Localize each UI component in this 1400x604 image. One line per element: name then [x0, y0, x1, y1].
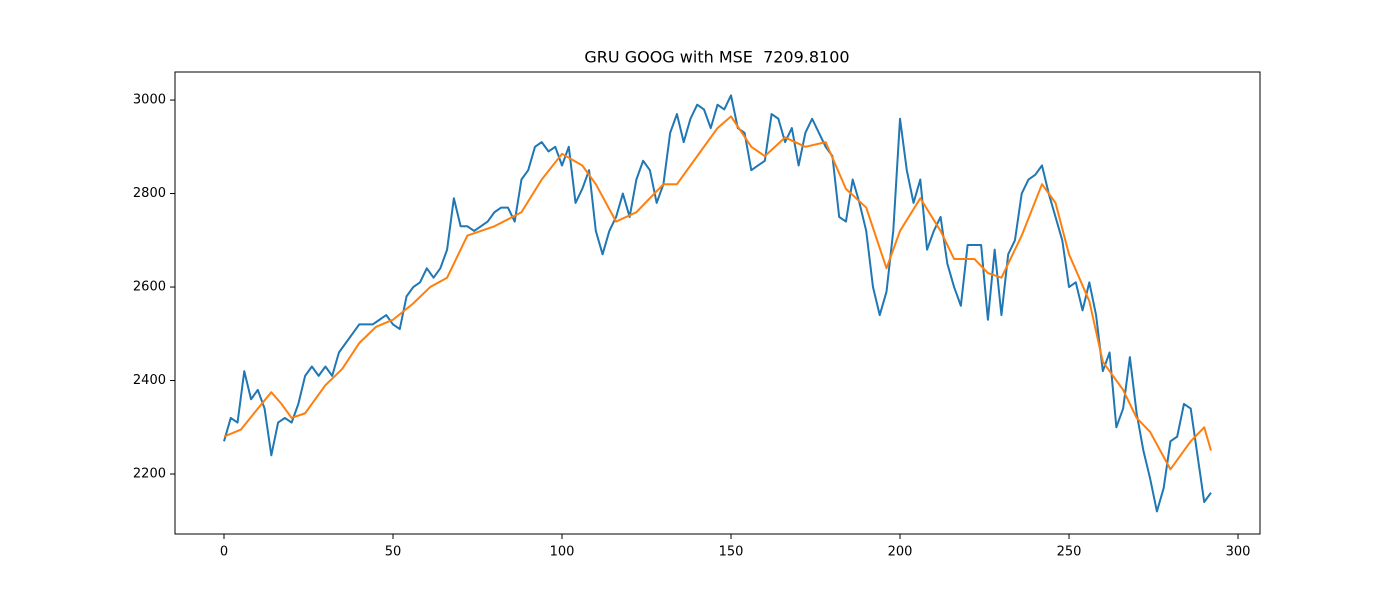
y-tick-label: 3000 — [133, 93, 166, 108]
y-tick-label: 2600 — [133, 280, 166, 295]
chart-title: GRU GOOG with MSE 7209.8100 — [584, 48, 849, 67]
line-series — [223, 94, 1212, 513]
x-tick-label: 100 — [550, 545, 575, 560]
y-tick-label: 2400 — [133, 373, 166, 388]
x-tick-label: 300 — [1226, 545, 1251, 560]
y-tick-label: 2800 — [133, 186, 166, 201]
line-series — [223, 115, 1212, 471]
x-tick-label: 150 — [719, 545, 744, 560]
x-tick-label: 250 — [1057, 545, 1082, 560]
x-tick-label: 0 — [220, 545, 228, 560]
plot-frame — [174, 71, 1261, 535]
x-tick-label: 50 — [385, 545, 402, 560]
x-tick-label: 200 — [888, 545, 913, 560]
y-tick-label: 2200 — [133, 467, 166, 482]
